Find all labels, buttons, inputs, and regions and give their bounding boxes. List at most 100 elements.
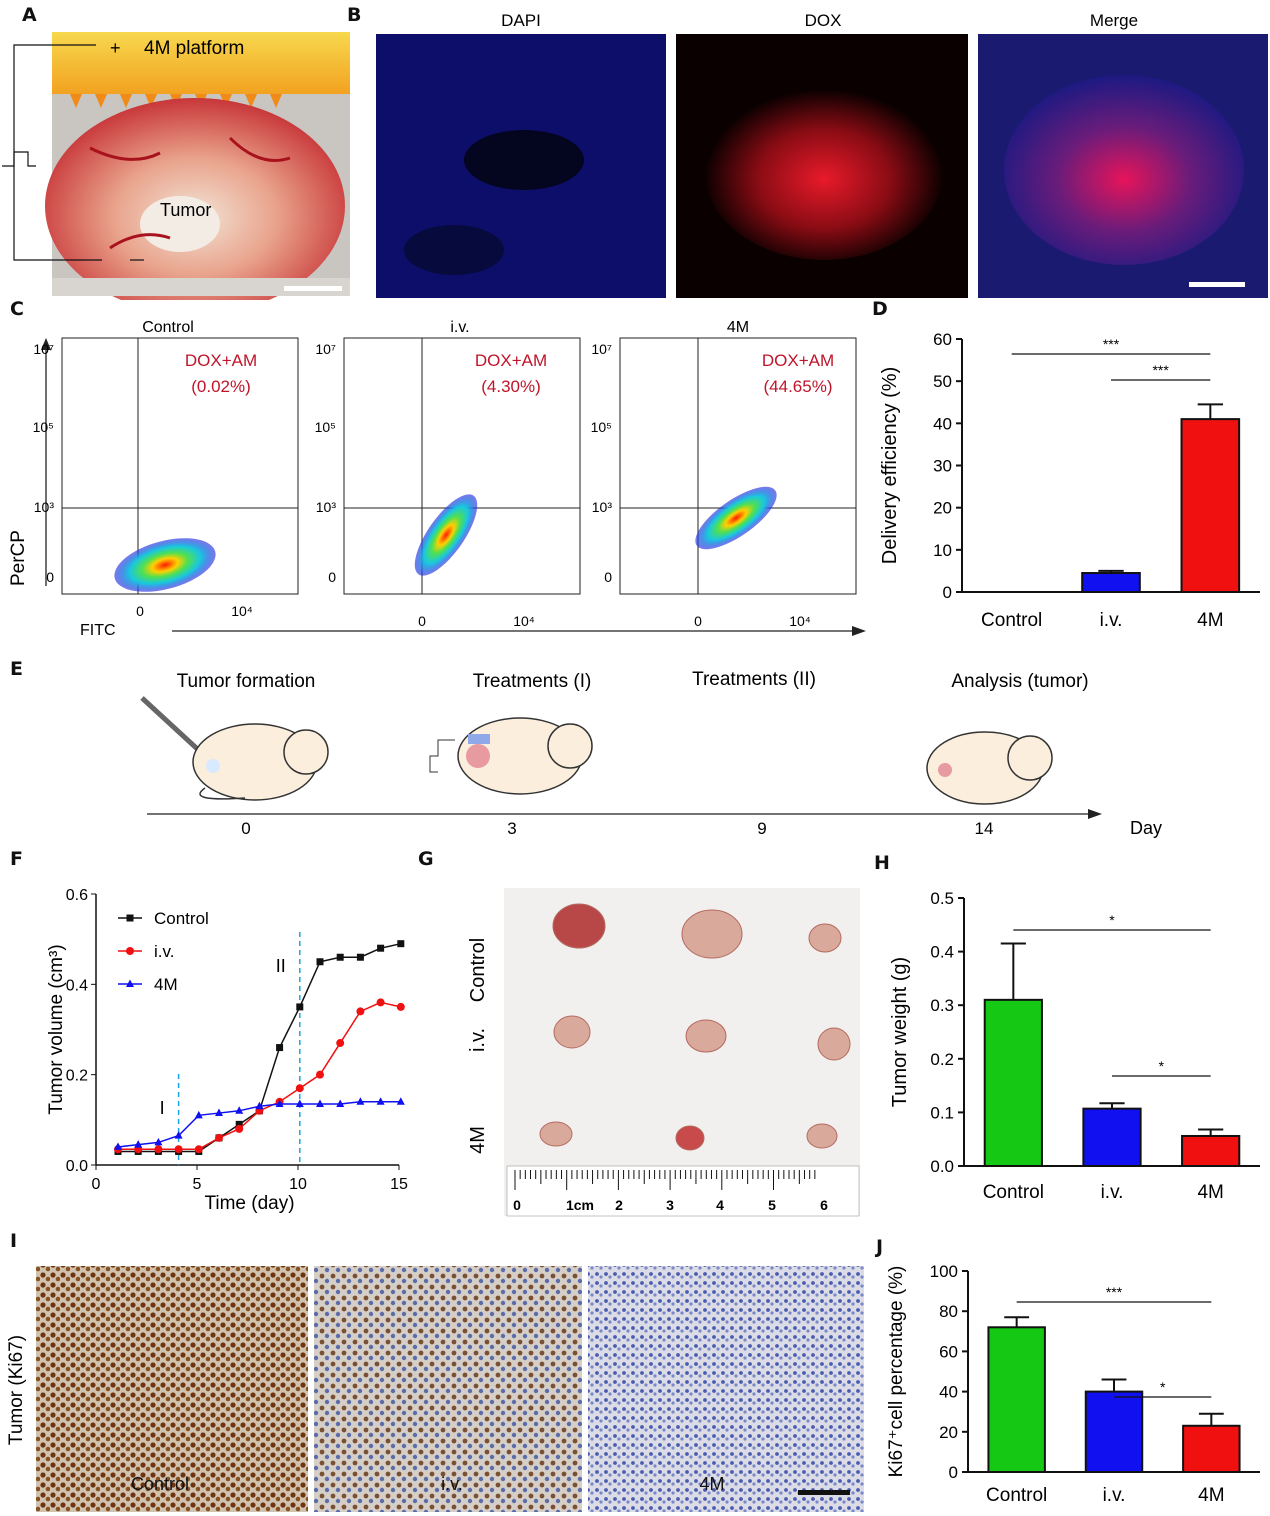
legend-label: 4M	[154, 975, 178, 994]
svg-text:3: 3	[666, 1197, 674, 1213]
panel-label-j: J	[876, 1236, 884, 1258]
mouse-icon-analysis	[926, 731, 1053, 805]
legend-label: i.v.	[154, 942, 174, 961]
day-0: 0	[241, 819, 250, 838]
svg-text:10⁵: 10⁵	[33, 419, 54, 435]
category-label: 4M	[1197, 1182, 1223, 1203]
svg-text:10³: 10³	[34, 499, 55, 515]
svg-text:(44.65%): (44.65%)	[764, 377, 833, 396]
mouse-icon-treatment	[429, 717, 593, 795]
plus-sign: +	[110, 38, 121, 58]
category-label: i.v.	[1101, 1182, 1124, 1203]
svg-text:DOX+AM: DOX+AM	[762, 351, 834, 370]
step-treatments-1: Treatments (I)	[473, 671, 592, 692]
svg-text:10⁵: 10⁵	[315, 419, 336, 435]
data-point	[215, 1108, 223, 1117]
y-tick-label: 0	[943, 583, 952, 602]
bar-4M	[1180, 418, 1241, 593]
x-axis-label: Time (day)	[204, 1193, 294, 1214]
panel-e-timeline: Tumor formation Treatments (I) Treatment…	[140, 669, 1162, 838]
category-label: Control	[986, 1485, 1047, 1506]
flow-plot-control: Control DOX+AM (0.02%) 10⁷ 10⁵ 10³ 0 0 1…	[33, 319, 299, 619]
y-tick-label: 40	[939, 1383, 958, 1402]
data-point	[276, 1044, 284, 1052]
x-tick-label: 15	[390, 1176, 408, 1193]
svg-text:10⁴: 10⁴	[789, 613, 811, 629]
x-tick-label: 10	[289, 1176, 307, 1193]
y-tick-label: 20	[939, 1423, 958, 1442]
bar-i.v.	[1084, 1390, 1144, 1474]
data-point	[154, 1137, 163, 1146]
b-title-dapi: DAPI	[501, 11, 541, 30]
bar-Control	[987, 1326, 1046, 1473]
panel-label-b: B	[347, 4, 362, 26]
y-tick-label: 80	[939, 1302, 958, 1321]
data-point	[154, 1145, 163, 1154]
data-point	[174, 1145, 183, 1154]
y-tick-label: 0.1	[930, 1103, 954, 1122]
y-tick-label: 40	[933, 414, 952, 433]
legend-label: Control	[154, 909, 209, 928]
y-axis-label: Tumor weight (g)	[889, 957, 911, 1107]
data-point	[275, 1099, 284, 1108]
i-label-4m: 4M	[699, 1474, 725, 1494]
significance-label: ***	[1106, 1284, 1123, 1300]
y-tick-label: 30	[933, 457, 952, 476]
i-ylabel: Tumor (Ki67)	[6, 1335, 27, 1445]
g-row-iv: i.v.	[467, 1028, 489, 1052]
significance-label: *	[1109, 912, 1115, 928]
y-tick-label: 0.6	[66, 887, 88, 904]
bar-i.v.	[1081, 572, 1141, 593]
data-point	[396, 1002, 405, 1011]
flow-plot-iv: i.v. DOX+AM (4.30%) 10⁷ 10⁵ 10³ 0 0 10⁴	[315, 319, 581, 629]
b-title-merge: Merge	[1090, 11, 1138, 30]
y-tick-label: 100	[930, 1262, 958, 1281]
category-label: i.v.	[1103, 1485, 1126, 1506]
svg-text:1cm: 1cm	[566, 1197, 594, 1213]
bar-4M	[1181, 1134, 1241, 1167]
i-label-control: Control	[130, 1474, 190, 1494]
legend-marker	[126, 979, 134, 987]
svg-text:10⁵: 10⁵	[591, 419, 612, 435]
y-tick-label: 0.0	[66, 1158, 88, 1175]
svg-text:0: 0	[694, 613, 702, 629]
y-tick-label: 60	[939, 1342, 958, 1361]
significance-label: *	[1160, 1379, 1166, 1395]
b-title-dox: DOX	[805, 11, 842, 30]
legend-marker	[126, 914, 134, 922]
data-point	[194, 1110, 203, 1119]
data-point	[396, 1097, 405, 1105]
svg-text:(4.30%): (4.30%)	[481, 377, 541, 396]
data-point	[295, 1099, 304, 1108]
data-point	[235, 1120, 243, 1128]
data-point	[235, 1106, 244, 1114]
y-tick-label: 0.4	[66, 977, 88, 994]
category-label: Control	[983, 1182, 1044, 1203]
svg-text:10⁷: 10⁷	[591, 341, 612, 357]
panel-b: DAPI DOX Merge	[376, 11, 1268, 298]
y-tick-label: 10	[933, 541, 952, 560]
y-axis-label: Tumor volume (cm³)	[46, 944, 67, 1114]
data-point	[255, 1101, 264, 1110]
day-axis-label: Day	[1130, 818, 1162, 838]
category-label: 4M	[1198, 1485, 1224, 1506]
svg-text:Control: Control	[142, 319, 194, 336]
svg-text:6: 6	[820, 1197, 828, 1213]
c-ylabel: PerCP	[8, 530, 29, 586]
y-tick-label: 0.5	[930, 889, 954, 908]
svg-text:0: 0	[604, 569, 612, 585]
svg-text:10⁷: 10⁷	[315, 341, 336, 357]
y-tick-label: 60	[933, 330, 952, 349]
bar-Control	[983, 998, 1043, 1167]
data-point	[295, 1084, 304, 1093]
svg-text:i.v.: i.v.	[450, 319, 469, 336]
svg-text:0: 0	[136, 603, 144, 619]
x-tick-label: 5	[193, 1176, 202, 1193]
svg-text:10⁴: 10⁴	[231, 603, 253, 619]
data-point	[134, 1140, 143, 1148]
y-tick-label: 50	[933, 372, 952, 391]
category-label: Control	[981, 610, 1042, 631]
tumor-label: Tumor	[160, 200, 211, 220]
g-row-control: Control	[467, 938, 489, 1002]
